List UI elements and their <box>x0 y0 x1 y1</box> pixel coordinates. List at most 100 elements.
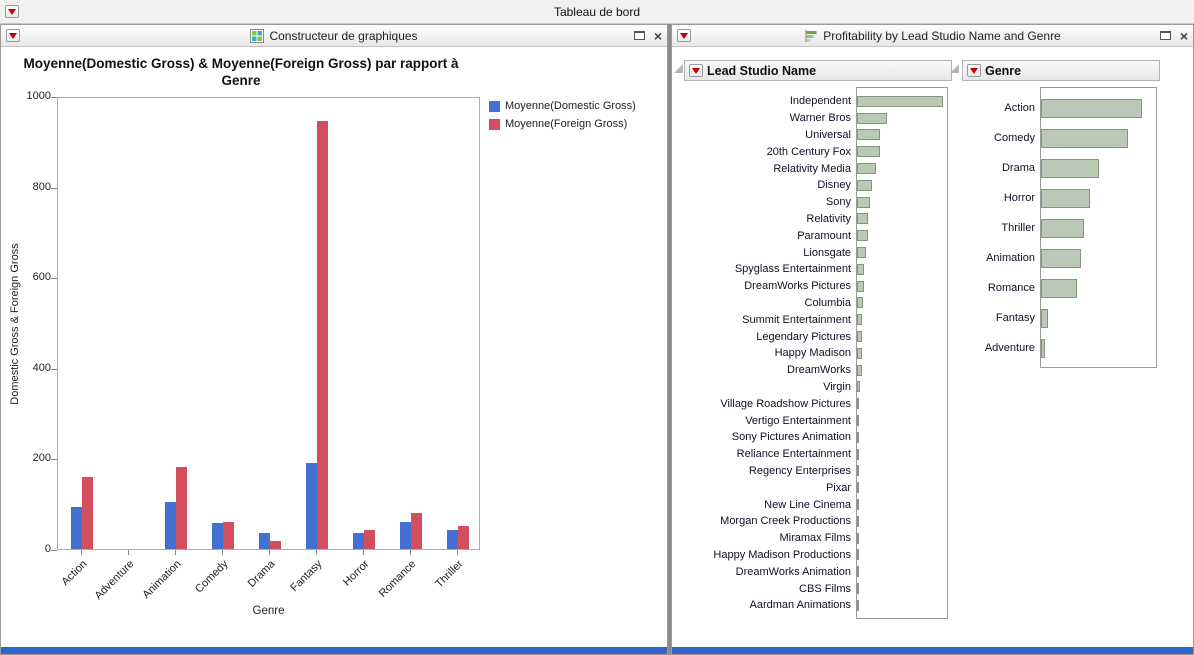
panel-divider[interactable] <box>668 24 671 655</box>
bar-comedy[interactable] <box>1041 128 1129 148</box>
graph-builder-title: Constructeur de graphiques <box>269 28 418 43</box>
bar-virgin[interactable] <box>857 381 860 393</box>
bar-drama[interactable] <box>1041 158 1099 178</box>
row-label-sony-pictures-animation: Sony Pictures Animation <box>731 431 851 444</box>
bar-universal[interactable] <box>857 129 881 141</box>
bar-reliance-entertainment[interactable] <box>857 448 859 460</box>
bar-horror-moyenne-domestic-gross-[interactable] <box>352 533 364 549</box>
studio-column-header[interactable]: Lead Studio Name <box>684 60 952 81</box>
row-label-comedy: Comedy <box>994 132 1035 144</box>
bar-drama-moyenne-domestic-gross-[interactable] <box>258 533 270 549</box>
bar-action[interactable] <box>1041 98 1143 118</box>
collapse-toggle-icon[interactable] <box>950 64 959 73</box>
bar-fantasy[interactable] <box>1041 308 1048 328</box>
close-button[interactable]: × <box>1179 27 1188 44</box>
bar-action-moyenne-domestic-gross-[interactable] <box>70 506 82 549</box>
row-label-happy-madison-productions: Happy Madison Productions <box>713 548 851 561</box>
bar-sony[interactable] <box>857 196 870 208</box>
maximize-button[interactable] <box>1159 31 1171 40</box>
bar-dreamworks[interactable] <box>857 364 862 376</box>
bar-row <box>857 93 947 110</box>
bar-row <box>857 446 947 463</box>
bar-drama-moyenne-foreign-gross-[interactable] <box>269 540 281 549</box>
row-label-pixar: Pixar <box>825 481 851 494</box>
bar-lionsgate[interactable] <box>857 247 866 259</box>
bar-action-moyenne-foreign-gross-[interactable] <box>81 477 93 549</box>
bar-columbia[interactable] <box>857 297 864 309</box>
red-triangle-menu-icon[interactable] <box>6 29 20 42</box>
bar-row <box>1041 123 1156 153</box>
bar-comedy-moyenne-domestic-gross-[interactable] <box>211 523 223 549</box>
bar-adventure[interactable] <box>1041 338 1046 358</box>
bar-pixar[interactable] <box>857 482 859 494</box>
maximize-button[interactable] <box>633 31 645 40</box>
y-tick <box>51 187 57 189</box>
bar-fantasy-moyenne-domestic-gross-[interactable] <box>305 462 317 549</box>
bar-romance-moyenne-foreign-gross-[interactable] <box>410 512 422 549</box>
bar-sony-pictures-animation[interactable] <box>857 431 859 443</box>
bar-dreamworks-pictures[interactable] <box>857 280 865 292</box>
bar-fantasy-moyenne-foreign-gross-[interactable] <box>316 120 328 549</box>
bar-spyglass-entertainment[interactable] <box>857 263 865 275</box>
bar-paramount[interactable] <box>857 230 868 242</box>
bar-row <box>857 513 947 530</box>
bar-row <box>1041 273 1156 303</box>
dashboard-title: Tableau de bord <box>553 4 641 19</box>
bar-morgan-creek-productions[interactable] <box>857 515 859 527</box>
genre-column-header[interactable]: Genre <box>962 60 1160 81</box>
row-label-miramax-films: Miramax Films <box>779 532 852 545</box>
row-label-romance: Romance <box>987 282 1035 294</box>
legend-item[interactable]: Moyenne(Foreign Gross) <box>489 115 636 133</box>
bar-horror-moyenne-foreign-gross-[interactable] <box>363 530 375 549</box>
bar-legendary-pictures[interactable] <box>857 331 863 343</box>
bar-disney[interactable] <box>857 179 873 191</box>
bar-animation[interactable] <box>1041 248 1082 268</box>
plot-area[interactable] <box>57 97 480 550</box>
bar-animation-moyenne-foreign-gross-[interactable] <box>175 467 187 549</box>
studio-plot-area[interactable] <box>856 87 948 619</box>
bar-thriller-moyenne-domestic-gross-[interactable] <box>446 530 458 549</box>
bar-thriller[interactable] <box>1041 218 1084 238</box>
row-label-legendary-pictures: Legendary Pictures <box>756 330 851 343</box>
red-triangle-menu-icon[interactable] <box>967 64 981 77</box>
graph-builder-icon <box>250 28 265 43</box>
genre-plot-area[interactable] <box>1040 87 1157 368</box>
bar-row <box>857 580 947 597</box>
graph-builder-body: Moyenne(Domestic Gross) & Moyenne(Foreig… <box>1 47 667 654</box>
bar-vertigo-entertainment[interactable] <box>857 415 860 427</box>
bar-cbs-films[interactable] <box>857 583 859 594</box>
x-tick <box>315 550 317 555</box>
bar-summit-entertainment[interactable] <box>857 314 863 326</box>
bar-dreamworks-animation[interactable] <box>857 566 859 578</box>
bar-happy-madison[interactable] <box>857 347 862 359</box>
bar-warner-bros[interactable] <box>857 112 887 124</box>
bar-new-line-cinema[interactable] <box>857 499 859 511</box>
row-label-animation: Animation <box>986 252 1035 264</box>
y-tick-label: 800 <box>32 180 51 193</box>
collapse-toggle-icon[interactable] <box>674 64 683 73</box>
row-label-horror: Horror <box>1003 192 1035 204</box>
close-button[interactable]: × <box>653 27 662 44</box>
row-label-morgan-creek-productions: Morgan Creek Productions <box>720 515 851 528</box>
x-tick <box>362 550 364 555</box>
bar-relativity-media[interactable] <box>857 163 876 175</box>
red-triangle-menu-icon[interactable] <box>5 5 19 18</box>
bar-animation-moyenne-domestic-gross-[interactable] <box>164 501 176 549</box>
legend-item[interactable]: Moyenne(Domestic Gross) <box>489 97 636 115</box>
bar-20th-century-fox[interactable] <box>857 146 881 158</box>
bar-independent[interactable] <box>857 95 943 107</box>
red-triangle-menu-icon[interactable] <box>677 29 691 42</box>
bar-regency-enterprises[interactable] <box>857 465 859 477</box>
bar-comedy-moyenne-foreign-gross-[interactable] <box>222 521 234 549</box>
bar-relativity[interactable] <box>857 213 868 225</box>
bar-happy-madison-productions[interactable] <box>857 549 859 561</box>
bar-thriller-moyenne-foreign-gross-[interactable] <box>457 526 469 549</box>
bar-romance[interactable] <box>1041 278 1077 298</box>
bar-village-roadshow-pictures[interactable] <box>857 398 860 410</box>
bar-miramax-films[interactable] <box>857 532 859 544</box>
bar-aardman-animations[interactable] <box>857 599 859 611</box>
red-triangle-menu-icon[interactable] <box>689 64 703 77</box>
bar-horror[interactable] <box>1041 188 1091 208</box>
bar-romance-moyenne-domestic-gross-[interactable] <box>399 521 411 549</box>
